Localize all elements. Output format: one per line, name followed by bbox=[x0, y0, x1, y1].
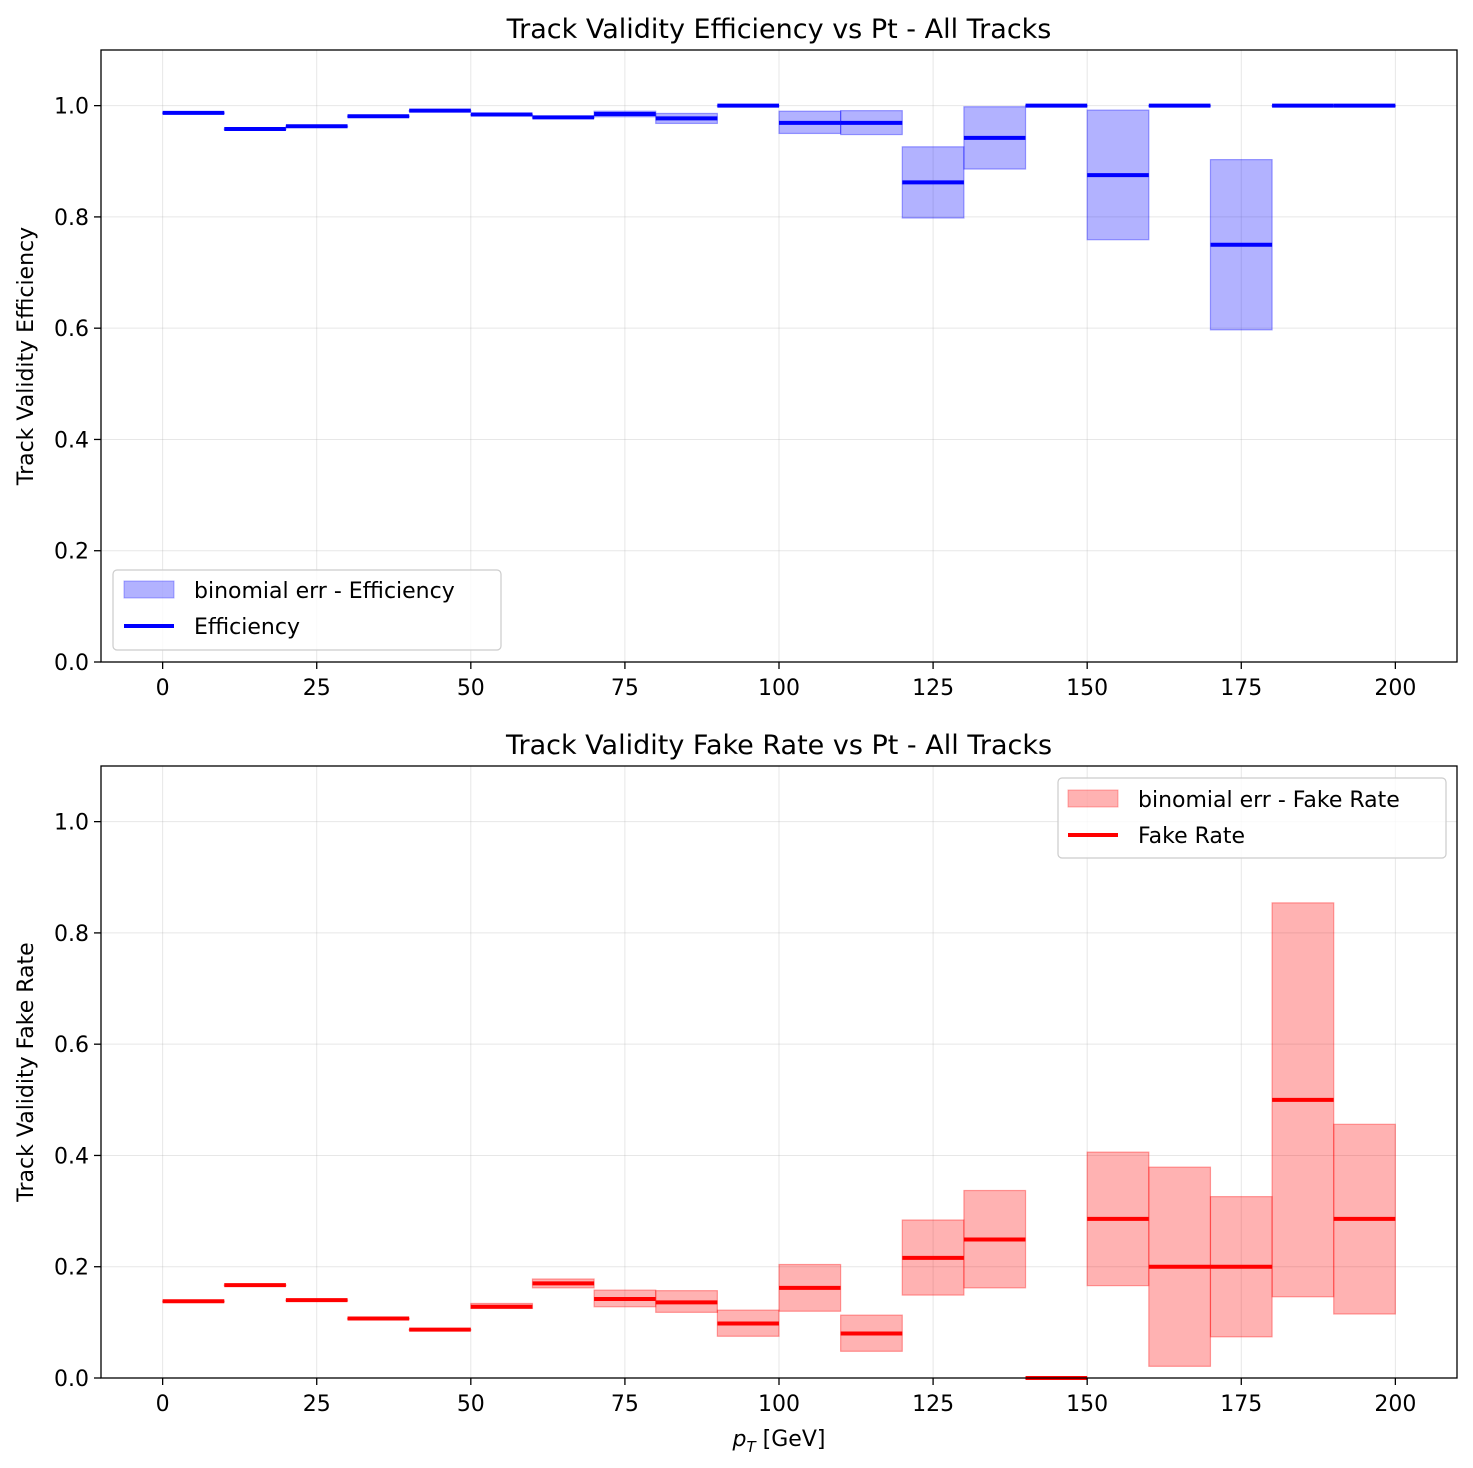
x-tick-label: 50 bbox=[457, 676, 485, 701]
x-tick-label: 25 bbox=[303, 676, 331, 701]
x-axis-ticks: 0 25 50 75 100 125 150 175 200 bbox=[156, 662, 1416, 701]
y-axis-ticks: 0.0 0.2 0.4 0.6 0.8 1.0 bbox=[54, 811, 101, 1392]
chart-title: Track Validity Efficiency vs Pt - All Tr… bbox=[506, 14, 1052, 45]
legend-label-band: binomial err - Efficiency bbox=[194, 579, 455, 604]
y-tick-label: 0.0 bbox=[54, 651, 89, 676]
legend-box bbox=[1057, 777, 1447, 859]
value-lines bbox=[162, 1097, 1396, 1380]
y-tick-label: 0.2 bbox=[54, 1256, 89, 1281]
y-tick-label: 1.0 bbox=[54, 811, 89, 836]
y-tick-label: 0.4 bbox=[54, 428, 89, 453]
x-tick-label: 25 bbox=[303, 1392, 331, 1417]
legend-box bbox=[112, 569, 502, 651]
y-tick-label: 0.0 bbox=[54, 1367, 89, 1392]
x-tick-label: 100 bbox=[758, 676, 800, 701]
legend-label-line: Fake Rate bbox=[1138, 824, 1245, 849]
legend-band-swatch bbox=[123, 580, 175, 599]
value-lines bbox=[162, 103, 1396, 247]
y-tick-label: 1.0 bbox=[54, 95, 89, 120]
y-tick-label: 0.8 bbox=[54, 922, 89, 947]
y-tick-label: 0.2 bbox=[54, 540, 89, 565]
x-tick-label: 150 bbox=[1066, 676, 1108, 701]
x-tick-label: 50 bbox=[457, 1392, 485, 1417]
x-axis-label: pT [GeV] bbox=[732, 1427, 826, 1456]
x-tick-label: 75 bbox=[611, 1392, 639, 1417]
x-tick-label: 125 bbox=[912, 676, 954, 701]
y-axis-label: Track Validity Fake Rate bbox=[14, 942, 39, 1202]
y-tick-label: 0.6 bbox=[54, 1033, 89, 1058]
fake-rate-chart: Track Validity Fake Rate vs Pt - All Tra… bbox=[14, 730, 1458, 1456]
y-tick-label: 0.8 bbox=[54, 206, 89, 231]
legend-band-swatch bbox=[1067, 789, 1119, 808]
legend: binomial err - Efficiency Efficiency bbox=[112, 569, 502, 651]
x-tick-label: 75 bbox=[611, 676, 639, 701]
x-tick-label: 200 bbox=[1374, 676, 1416, 701]
x-tick-label: 175 bbox=[1220, 1392, 1262, 1417]
x-tick-label: 200 bbox=[1374, 1392, 1416, 1417]
x-tick-label: 125 bbox=[912, 1392, 954, 1417]
x-tick-label: 175 bbox=[1220, 676, 1262, 701]
y-tick-label: 0.6 bbox=[54, 317, 89, 342]
x-tick-label: 0 bbox=[156, 676, 170, 701]
y-axis-ticks: 0.0 0.2 0.4 0.6 0.8 1.0 bbox=[54, 95, 101, 676]
x-tick-label: 100 bbox=[758, 1392, 800, 1417]
legend-label-line: Efficiency bbox=[194, 615, 300, 640]
x-tick-label: 150 bbox=[1066, 1392, 1108, 1417]
chart-title: Track Validity Fake Rate vs Pt - All Tra… bbox=[505, 730, 1052, 761]
legend-label-band: binomial err - Fake Rate bbox=[1138, 788, 1400, 813]
legend: binomial err - Fake Rate Fake Rate bbox=[1057, 777, 1447, 859]
y-tick-label: 0.4 bbox=[54, 1144, 89, 1169]
y-axis-label: Track Validity Efficiency bbox=[14, 227, 39, 486]
efficiency-chart: Track Validity Efficiency vs Pt - All Tr… bbox=[14, 14, 1458, 701]
x-tick-label: 0 bbox=[156, 1392, 170, 1417]
x-axis-ticks: 0 25 50 75 100 125 150 175 200 bbox=[156, 1378, 1416, 1417]
